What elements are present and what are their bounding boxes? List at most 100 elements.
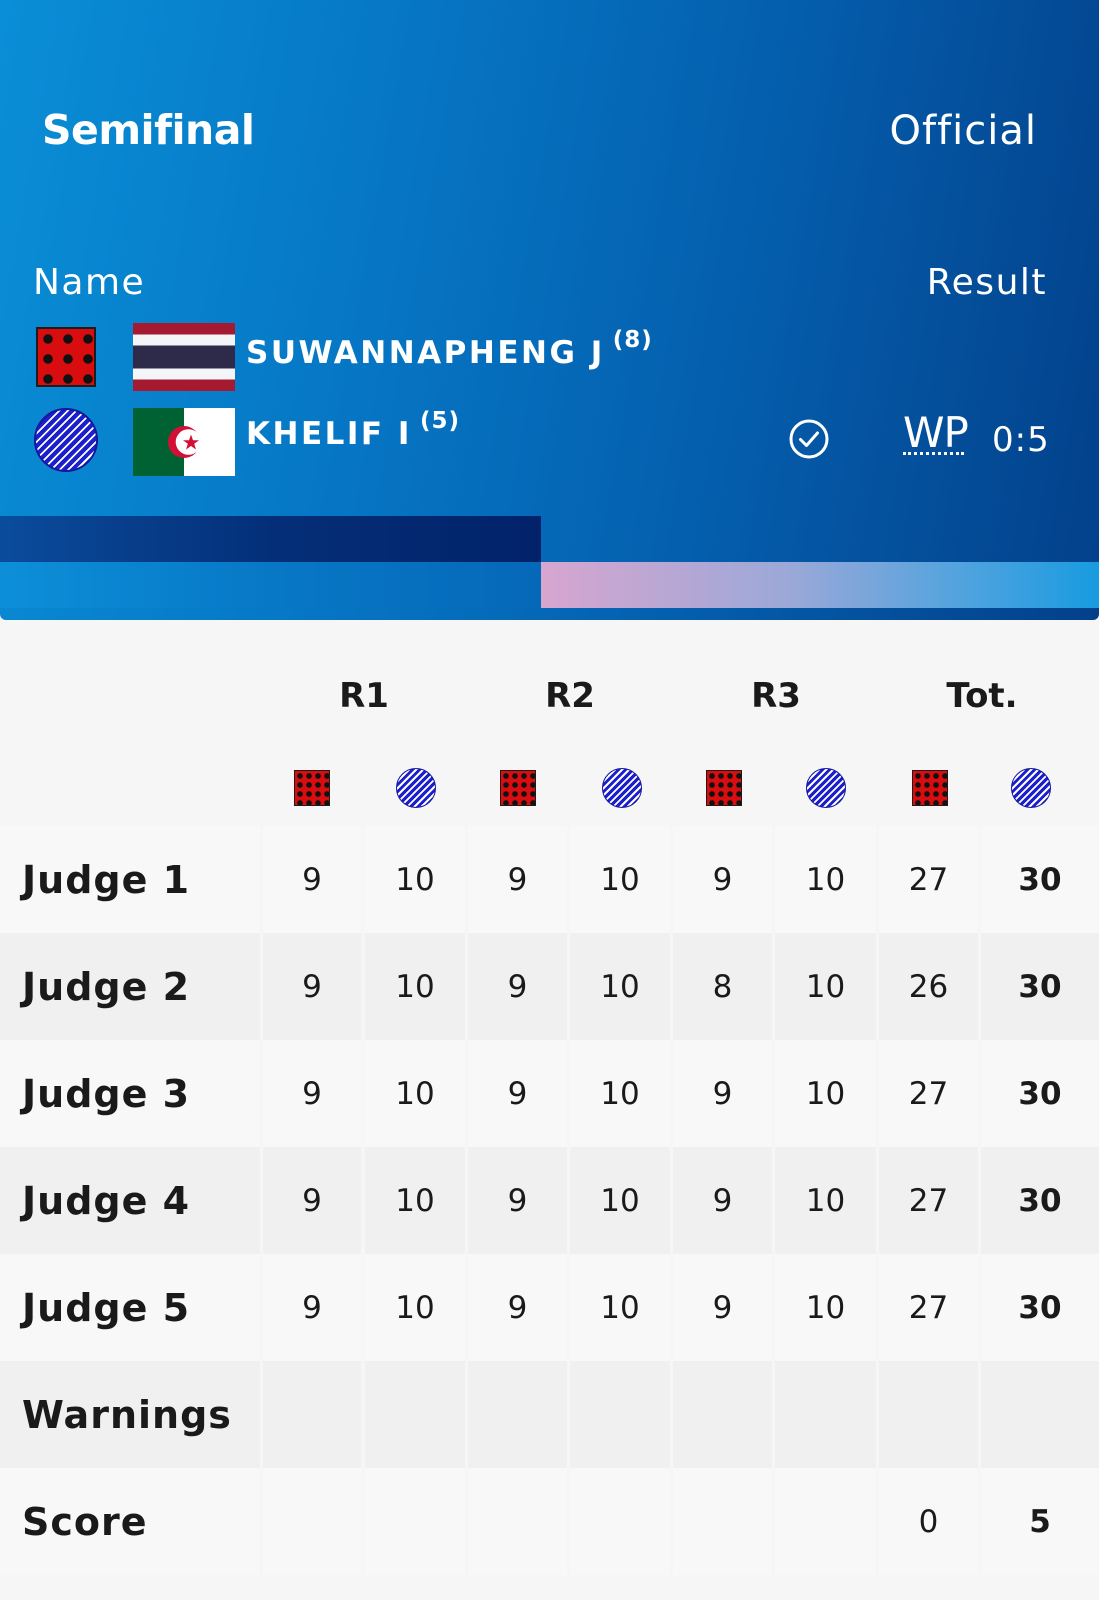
row-label: Judge 2 xyxy=(0,933,260,1040)
score-cell: 10 xyxy=(365,1147,465,1254)
result-status: Official xyxy=(889,108,1037,154)
athlete-name[interactable]: KHELIF I (5) xyxy=(246,408,460,452)
score-cell xyxy=(263,1361,361,1468)
score-cell xyxy=(570,1361,670,1468)
score-cell: 8 xyxy=(673,933,772,1040)
score-cell: 30 xyxy=(981,1147,1099,1254)
red-corner-icon xyxy=(36,327,96,387)
score-cell: 10 xyxy=(365,826,465,933)
blue-corner-icon xyxy=(396,768,436,808)
blue-corner-icon xyxy=(806,768,846,808)
table-row: Judge 2 9 10 9 10 8 10 26 30 xyxy=(0,933,1099,1040)
name-column-header: Name xyxy=(33,262,146,303)
score-cell: 10 xyxy=(570,1040,670,1147)
score-cell: 9 xyxy=(673,1147,772,1254)
decorative-bar-blue xyxy=(0,562,541,608)
blue-corner-icon xyxy=(34,408,98,472)
row-label: Judge 4 xyxy=(0,1147,260,1254)
score-cell: 9 xyxy=(468,826,567,933)
score-cell xyxy=(570,1468,670,1575)
round-header: R1 xyxy=(339,676,389,716)
row-label: Score xyxy=(0,1468,260,1575)
athlete-seed: (8) xyxy=(612,327,653,353)
score-cell: 9 xyxy=(263,1040,361,1147)
algeria-flag-icon xyxy=(133,408,235,476)
total-header: Tot. xyxy=(946,676,1018,716)
score-cell: 10 xyxy=(365,1040,465,1147)
score-cell xyxy=(468,1361,567,1468)
score-cell: 9 xyxy=(263,1147,361,1254)
table-row: Judge 4 9 10 9 10 9 10 27 30 xyxy=(0,1147,1099,1254)
athlete-name-text: SUWANNAPHENG J xyxy=(246,335,605,371)
score-cell: 10 xyxy=(570,1254,670,1361)
score-cell: 10 xyxy=(570,826,670,933)
athlete-name[interactable]: SUWANNAPHENG J (8) xyxy=(246,327,653,371)
score-cell: 9 xyxy=(673,1040,772,1147)
red-corner-icon xyxy=(706,770,742,806)
result-score: 0:5 xyxy=(992,420,1050,460)
row-label: Judge 1 xyxy=(0,826,260,933)
score-cell: 30 xyxy=(981,826,1099,933)
score-cell: 10 xyxy=(365,1254,465,1361)
score-cell xyxy=(365,1361,465,1468)
score-cell: 9 xyxy=(263,826,361,933)
score-cell xyxy=(775,1361,876,1468)
score-cell: 10 xyxy=(775,826,876,933)
check-circle-icon xyxy=(789,419,829,459)
score-cell xyxy=(263,1468,361,1575)
row-label: Judge 5 xyxy=(0,1254,260,1361)
score-cell: 30 xyxy=(981,1040,1099,1147)
score-cell xyxy=(468,1468,567,1575)
table-row: Judge 1 9 10 9 10 9 10 27 30 xyxy=(0,826,1099,933)
decorative-bar-dark xyxy=(0,516,541,562)
result-column-header: Result xyxy=(926,262,1047,303)
score-cell: 9 xyxy=(673,1254,772,1361)
blue-corner-icon xyxy=(602,768,642,808)
score-cell: 10 xyxy=(365,933,465,1040)
score-cell: 10 xyxy=(775,1254,876,1361)
match-header: Semifinal Official Name Result SUWANNAPH… xyxy=(0,0,1099,620)
row-label: Judge 3 xyxy=(0,1040,260,1147)
round-header: R2 xyxy=(545,676,595,716)
score-cell xyxy=(673,1361,772,1468)
thailand-flag-icon xyxy=(133,323,235,391)
score-cell: 9 xyxy=(263,1254,361,1361)
score-cell: 9 xyxy=(673,826,772,933)
athlete-row-blue[interactable]: KHELIF I (5) WP 0:5 xyxy=(0,408,1099,480)
score-cell: 0 xyxy=(879,1468,978,1575)
score-cell: 9 xyxy=(468,1254,567,1361)
score-cell: 10 xyxy=(775,933,876,1040)
score-cell: 27 xyxy=(879,1040,978,1147)
score-cell xyxy=(775,1468,876,1575)
athlete-row-red[interactable]: SUWANNAPHENG J (8) xyxy=(0,323,1099,395)
crescent-star-icon xyxy=(168,426,202,458)
table-row: Judge 3 9 10 9 10 9 10 27 30 xyxy=(0,1040,1099,1147)
result-code[interactable]: WP xyxy=(903,408,969,457)
score-cell: 10 xyxy=(570,933,670,1040)
blue-corner-icon xyxy=(1011,768,1051,808)
table-row: Judge 5 9 10 9 10 9 10 27 30 xyxy=(0,1254,1099,1361)
score-cell: 10 xyxy=(775,1147,876,1254)
score-cell: 9 xyxy=(263,933,361,1040)
red-corner-icon xyxy=(294,770,330,806)
score-cell: 30 xyxy=(981,1254,1099,1361)
athlete-seed: (5) xyxy=(419,408,460,434)
score-cell xyxy=(981,1361,1099,1468)
score-cell: 27 xyxy=(879,826,978,933)
rounds-header-row: R1 R2 R3 Tot. xyxy=(0,676,1099,726)
score-cell: 30 xyxy=(981,933,1099,1040)
corners-header-row xyxy=(0,766,1099,810)
score-cell: 26 xyxy=(879,933,978,1040)
round-header: R3 xyxy=(751,676,801,716)
score-cell xyxy=(365,1468,465,1575)
stage-title: Semifinal xyxy=(42,106,255,154)
score-cell: 5 xyxy=(981,1468,1099,1575)
row-label: Warnings xyxy=(0,1361,260,1468)
decorative-bar-gradient xyxy=(541,562,1099,608)
red-corner-icon xyxy=(912,770,948,806)
red-corner-icon xyxy=(500,770,536,806)
score-cell xyxy=(673,1468,772,1575)
score-cell: 9 xyxy=(468,1040,567,1147)
score-cell: 27 xyxy=(879,1254,978,1361)
athlete-name-text: KHELIF I xyxy=(246,416,412,452)
